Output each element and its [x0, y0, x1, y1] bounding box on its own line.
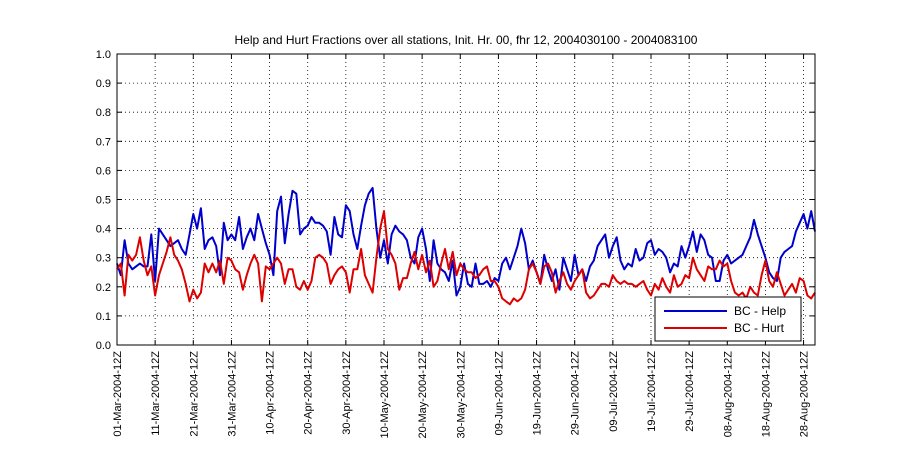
series-layer [116, 186, 816, 306]
series-line-hurt [116, 210, 816, 306]
x-tick-label: 28-Aug-2004-12Z [799, 351, 811, 438]
x-tick-label: 29-Jun-2004-12Z [570, 351, 582, 436]
x-tick-label: 30-Apr-2004-12Z [341, 351, 353, 435]
x-tick-label: 20-May-2004-12Z [417, 351, 429, 439]
y-tick-label: 0.3 [96, 253, 111, 265]
y-tick-label: 1.0 [96, 49, 111, 61]
y-tick-label: 0.7 [96, 136, 111, 148]
series-line-help [116, 186, 816, 297]
legend-box [654, 296, 802, 342]
y-tick-label: 0.6 [96, 165, 111, 177]
x-tick-label: 10-May-2004-12Z [379, 351, 391, 439]
x-tick-label: 09-Jun-2004-12Z [493, 351, 505, 436]
y-tick-label: 0.9 [96, 78, 111, 90]
y-tick-label: 0.2 [96, 282, 111, 294]
x-tick-label: 18-Aug-2004-12Z [760, 351, 772, 438]
legend-label-hurt: BC - Hurt [734, 321, 785, 335]
legend-label-help: BC - Help [734, 304, 786, 318]
y-tick-label: 0.1 [96, 311, 111, 323]
tick-layer: 0.0 0.1 0.2 0.3 0.4 0.5 0.6 0.7 0.8 0.9 1.0 01-Mar-… [96, 49, 815, 438]
chart-title: Help and Hurt Fractions over all station… [235, 33, 698, 47]
x-tick-label: 10-Apr-2004-12Z [265, 351, 277, 435]
x-tick-label: 11-Mar-2004-12Z [150, 351, 162, 436]
x-tick-label: 09-Jul-2004-12Z [608, 351, 620, 432]
x-tick-label: 19-Jul-2004-12Z [646, 351, 658, 432]
x-tick-label: 21-Mar-2004-12Z [188, 351, 200, 437]
grid-layer [117, 54, 815, 345]
x-tick-label: 30-May-2004-12Z [455, 351, 467, 439]
legend: BC - Help BC - Hurt [654, 296, 802, 342]
y-tick-label: 0.8 [96, 107, 111, 119]
plot-area: 0.0 0.1 0.2 0.3 0.4 0.5 0.6 0.7 0.8 0.9 1.0 01-Mar-… [96, 49, 816, 438]
x-tick-label: 29-Jul-2004-12Z [684, 351, 696, 432]
x-tick-label: 08-Aug-2004-12Z [722, 351, 734, 438]
x-tick-label: 01-Mar-2004-12Z [112, 351, 124, 437]
y-tick-label: 0.4 [96, 224, 111, 236]
y-tick-label: 0.0 [96, 340, 111, 352]
x-tick-label: 20-Apr-2004-12Z [303, 351, 315, 435]
x-tick-label: 19-Jun-2004-12Z [532, 351, 544, 436]
y-tick-label: 0.5 [96, 195, 111, 207]
x-tick-label: 31-Mar-2004-12Z [226, 351, 238, 437]
